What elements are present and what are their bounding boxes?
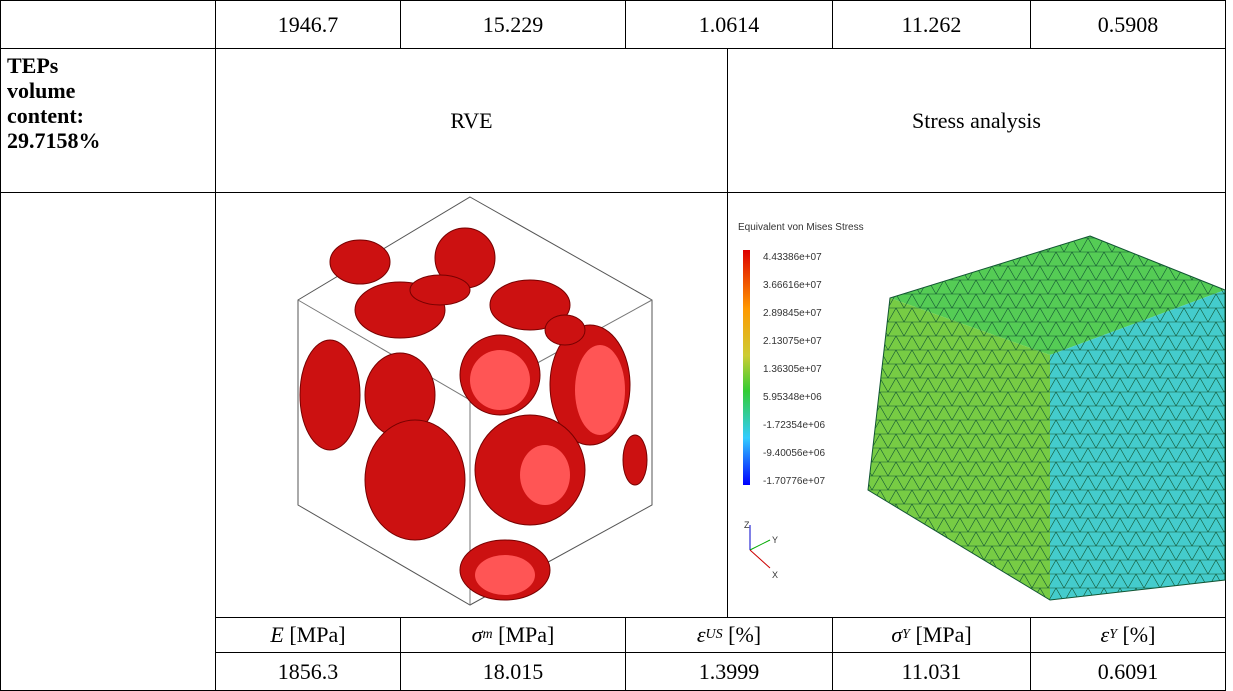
figures: Equivalent von Mises Stress 4.43386e+07 3.… — [0, 0, 1233, 691]
legend-value: 4.43386e+07 — [763, 252, 822, 263]
legend-value: 3.66616e+07 — [763, 280, 822, 291]
legend-value: 2.89845e+07 — [763, 308, 822, 319]
axis-label: Z — [744, 520, 750, 530]
rve-image — [298, 197, 652, 605]
legend-value: 5.95348e+06 — [763, 392, 822, 403]
legend-title: Equivalent von Mises Stress — [738, 222, 864, 233]
page: TEPs volume content: 29.7158% RVE Stress… — [0, 0, 1233, 691]
legend-value: -9.40056e+06 — [763, 448, 825, 459]
legend-value: 2.13075e+07 — [763, 336, 822, 347]
legend-value: -1.72354e+06 — [763, 420, 825, 431]
axis-label: X — [772, 570, 778, 580]
legend-value: 1.36305e+07 — [763, 364, 822, 375]
axis-label: Y — [772, 535, 778, 545]
legend-value: -1.70776e+07 — [763, 476, 825, 487]
